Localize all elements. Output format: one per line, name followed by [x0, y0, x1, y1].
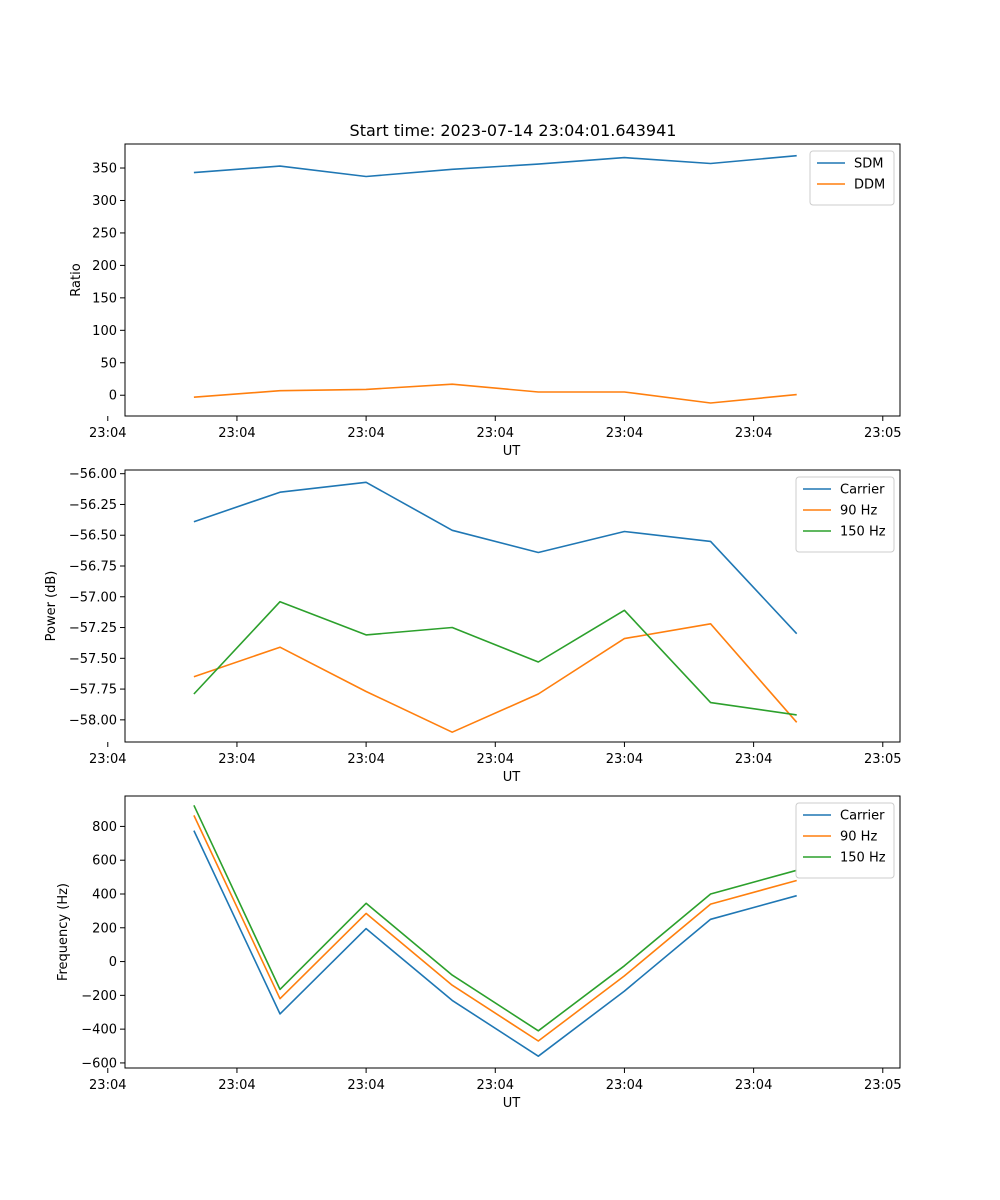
ratio-y-tick-label: 50 [100, 356, 117, 371]
power-series-line-90-hz [193, 622, 798, 734]
ratio-x-tick-label: 23:04 [218, 426, 255, 441]
power-y-tick-label: −56.25 [69, 498, 117, 513]
frequency-series-line-90-hz [193, 815, 797, 1042]
power-y-tick-label: −57.75 [69, 683, 117, 698]
power-x-tick-label: 23:04 [218, 752, 255, 767]
power-y-tick-label: −56.50 [69, 529, 117, 544]
frequency-x-tick-label: 23:05 [864, 1078, 901, 1093]
power-legend-label-carrier: Carrier [840, 483, 885, 498]
ratio-y-tick-label: 100 [92, 324, 117, 339]
frequency-x-axis-label: UT [503, 1096, 521, 1111]
ratio-y-tick-label: 0 [109, 389, 117, 404]
ratio-x-tick-label: 23:04 [606, 426, 643, 441]
ratio-y-tick-label: 200 [92, 259, 117, 274]
frequency-y-tick-label: 800 [92, 820, 117, 835]
ratio-legend-label-sdm: SDM [854, 157, 883, 172]
ratio-y-tick-label: 300 [92, 194, 117, 209]
frequency-series-line-carrier [193, 830, 797, 1057]
ratio-y-tick-label: 250 [92, 226, 117, 241]
ratio-legend-box [809, 150, 895, 206]
power-legend-box [795, 476, 895, 553]
frequency-x-tick-label: 23:04 [606, 1078, 643, 1093]
frequency-y-tick-label: 200 [92, 921, 117, 936]
power-series-line-150-hz [193, 600, 797, 716]
power-y-tick-label: −56.75 [69, 560, 117, 575]
power-y-tick-label: −57.00 [69, 590, 117, 605]
ratio-y-tick-label: 350 [92, 162, 117, 177]
ratio-legend-label-ddm: DDM [854, 178, 885, 193]
ratio-x-tick-label: 23:04 [347, 426, 384, 441]
frequency-axes-frame [124, 795, 901, 1069]
power-y-tick-label: −58.00 [69, 713, 117, 728]
frequency-y-tick-label: 400 [92, 887, 117, 902]
power-x-tick-label: 23:05 [864, 752, 901, 767]
frequency-y-tick-label: −200 [81, 989, 117, 1004]
frequency-x-tick-label: 23:04 [347, 1078, 384, 1093]
figure-title: Start time: 2023-07-14 23:04:01.643941 [350, 121, 677, 140]
frequency-x-tick-label: 23:04 [89, 1078, 126, 1093]
power-series-line-carrier [193, 481, 798, 635]
ratio-x-tick-label: 23:04 [477, 426, 514, 441]
power-y-axis-label: Power (dB) [44, 571, 59, 642]
frequency-series-line-150-hz [193, 804, 797, 1032]
power-x-tick-label: 23:04 [477, 752, 514, 767]
frequency-legend-label-carrier: Carrier [840, 809, 885, 824]
power-legend-label-150-hz: 150 Hz [840, 525, 886, 540]
ratio-x-axis-label: UT [503, 444, 521, 459]
ratio-chart: 23:04 23:04 23:04 23:04 23:04 23:04 23:05 0 50 10… [69, 143, 902, 459]
frequency-legend-box [795, 802, 895, 879]
power-x-tick-label: 23:04 [347, 752, 384, 767]
power-y-tick-label: −56.00 [69, 467, 117, 482]
ratio-series-line-sdm [193, 154, 797, 178]
ratio-axes-frame [124, 143, 901, 417]
ratio-x-tick-label: 23:05 [864, 426, 901, 441]
ratio-series-line-ddm [193, 383, 797, 404]
power-x-tick-label: 23:04 [606, 752, 643, 767]
power-chart: 23:04 23:04 23:04 23:04 23:04 23:04 23:05 −58.0… [44, 467, 902, 785]
frequency-legend-label-150-hz: 150 Hz [840, 851, 886, 866]
ratio-x-tick-label: 23:04 [735, 426, 772, 441]
frequency-x-tick-label: 23:04 [735, 1078, 772, 1093]
frequency-y-tick-label: −600 [81, 1056, 117, 1071]
ratio-x-tick-label: 23:04 [89, 426, 126, 441]
power-x-axis-label: UT [503, 770, 521, 785]
frequency-x-tick-label: 23:04 [477, 1078, 514, 1093]
frequency-chart: 23:04 23:04 23:04 23:04 23:04 23:04 23:05 −600 −… [56, 795, 902, 1111]
power-axes-frame [124, 469, 901, 743]
ratio-y-axis-label: Ratio [69, 263, 84, 296]
power-y-tick-label: −57.25 [69, 621, 117, 636]
frequency-y-tick-label: −400 [81, 1023, 117, 1038]
frequency-x-tick-label: 23:04 [218, 1078, 255, 1093]
power-legend-label-90-hz: 90 Hz [840, 504, 877, 519]
frequency-legend-label-90-hz: 90 Hz [840, 830, 877, 845]
frequency-y-tick-label: 0 [109, 955, 117, 970]
ratio-y-tick-label: 150 [92, 291, 117, 306]
frequency-y-tick-label: 600 [92, 854, 117, 869]
power-y-tick-label: −57.50 [69, 652, 117, 667]
power-x-tick-label: 23:04 [735, 752, 772, 767]
frequency-y-axis-label: Frequency (Hz) [56, 883, 71, 981]
power-x-tick-label: 23:04 [89, 752, 126, 767]
